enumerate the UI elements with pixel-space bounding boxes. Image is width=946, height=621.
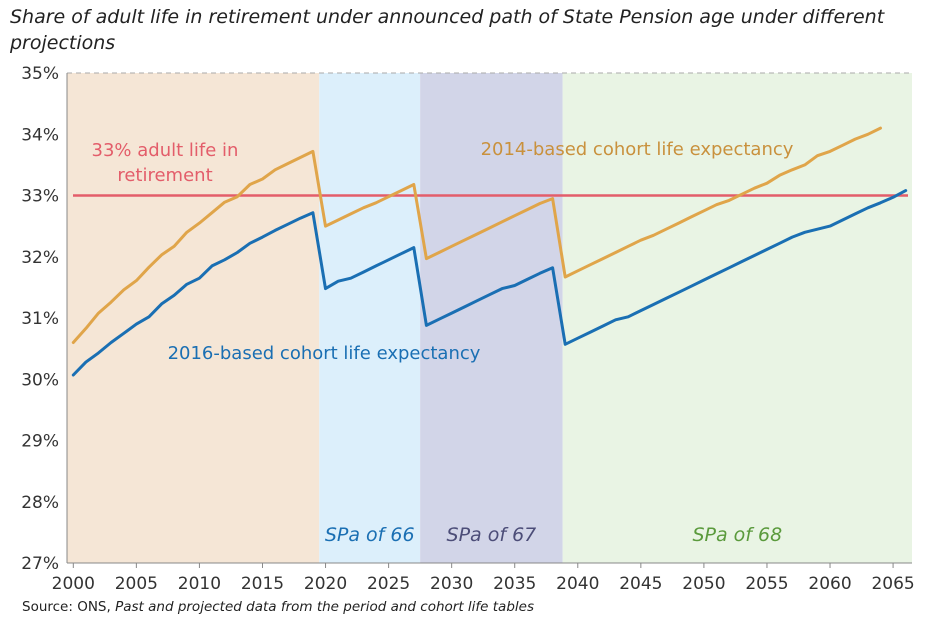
x-tick-label-10: 2050 xyxy=(682,574,725,594)
region-labels: SPa of 66 SPa of 67 SPa of 68 xyxy=(325,524,782,546)
x-tick-label-4: 2020 xyxy=(304,574,347,594)
x-tick-label-6: 2030 xyxy=(430,574,473,594)
source-detail: Past and projected data from the period … xyxy=(115,599,534,615)
series-line-1 xyxy=(71,189,908,377)
y-tick-label-1: 28% xyxy=(21,493,59,513)
x-tick-label-5: 2025 xyxy=(367,574,410,594)
x-tick-label-8: 2040 xyxy=(556,574,599,594)
series-label-2014: 2014-based cohort life expectancy xyxy=(481,139,794,160)
region-label-2: SPa of 67 xyxy=(447,524,537,546)
reference-label-line1: 33% adult life in xyxy=(92,140,239,161)
chart-title: Share of adult life in retirement under … xyxy=(10,6,885,54)
series-label-2016: 2016-based cohort life expectancy xyxy=(168,343,481,364)
y-tick-label-5: 32% xyxy=(21,248,59,268)
y-tick-label-7: 34% xyxy=(21,125,59,145)
source-prefix: Source: ONS, xyxy=(22,599,111,615)
x-axis-ticks: 2000 2005 2010 2015 2020 2025 2030 2035 2040 2045… xyxy=(52,563,915,594)
region-0 xyxy=(67,73,320,563)
x-tick-label-9: 2045 xyxy=(619,574,662,594)
x-tick-label-12: 2060 xyxy=(808,574,851,594)
y-axis-ticks: 27% 28% 29% 30% 31% 32% 33% 34% 35% xyxy=(21,64,59,574)
x-tick-label-13: 2065 xyxy=(871,574,914,594)
y-tick-label-4: 31% xyxy=(21,309,59,329)
y-tick-label-2: 29% xyxy=(21,432,59,452)
x-tick-label-1: 2005 xyxy=(115,574,158,594)
region-1 xyxy=(319,73,421,563)
x-tick-label-0: 2000 xyxy=(52,574,95,594)
y-tick-label-8: 35% xyxy=(21,64,59,84)
region-label-1: SPa of 66 xyxy=(325,524,415,546)
reference-label-line2: retirement xyxy=(117,165,212,186)
y-tick-label-3: 30% xyxy=(21,370,59,390)
x-tick-label-2: 2010 xyxy=(178,574,221,594)
source-note: Source: ONS, Past and projected data fro… xyxy=(22,599,534,615)
series-group xyxy=(71,126,908,377)
series-line-0 xyxy=(71,126,882,344)
gridlines xyxy=(66,72,912,564)
x-tick-label-3: 2015 xyxy=(241,574,284,594)
region-label-3: SPa of 68 xyxy=(692,524,782,546)
y-tick-label-0: 27% xyxy=(21,554,59,574)
x-tick-label-7: 2035 xyxy=(493,574,536,594)
x-tick-label-11: 2055 xyxy=(745,574,788,594)
y-tick-label-6: 33% xyxy=(21,187,59,207)
